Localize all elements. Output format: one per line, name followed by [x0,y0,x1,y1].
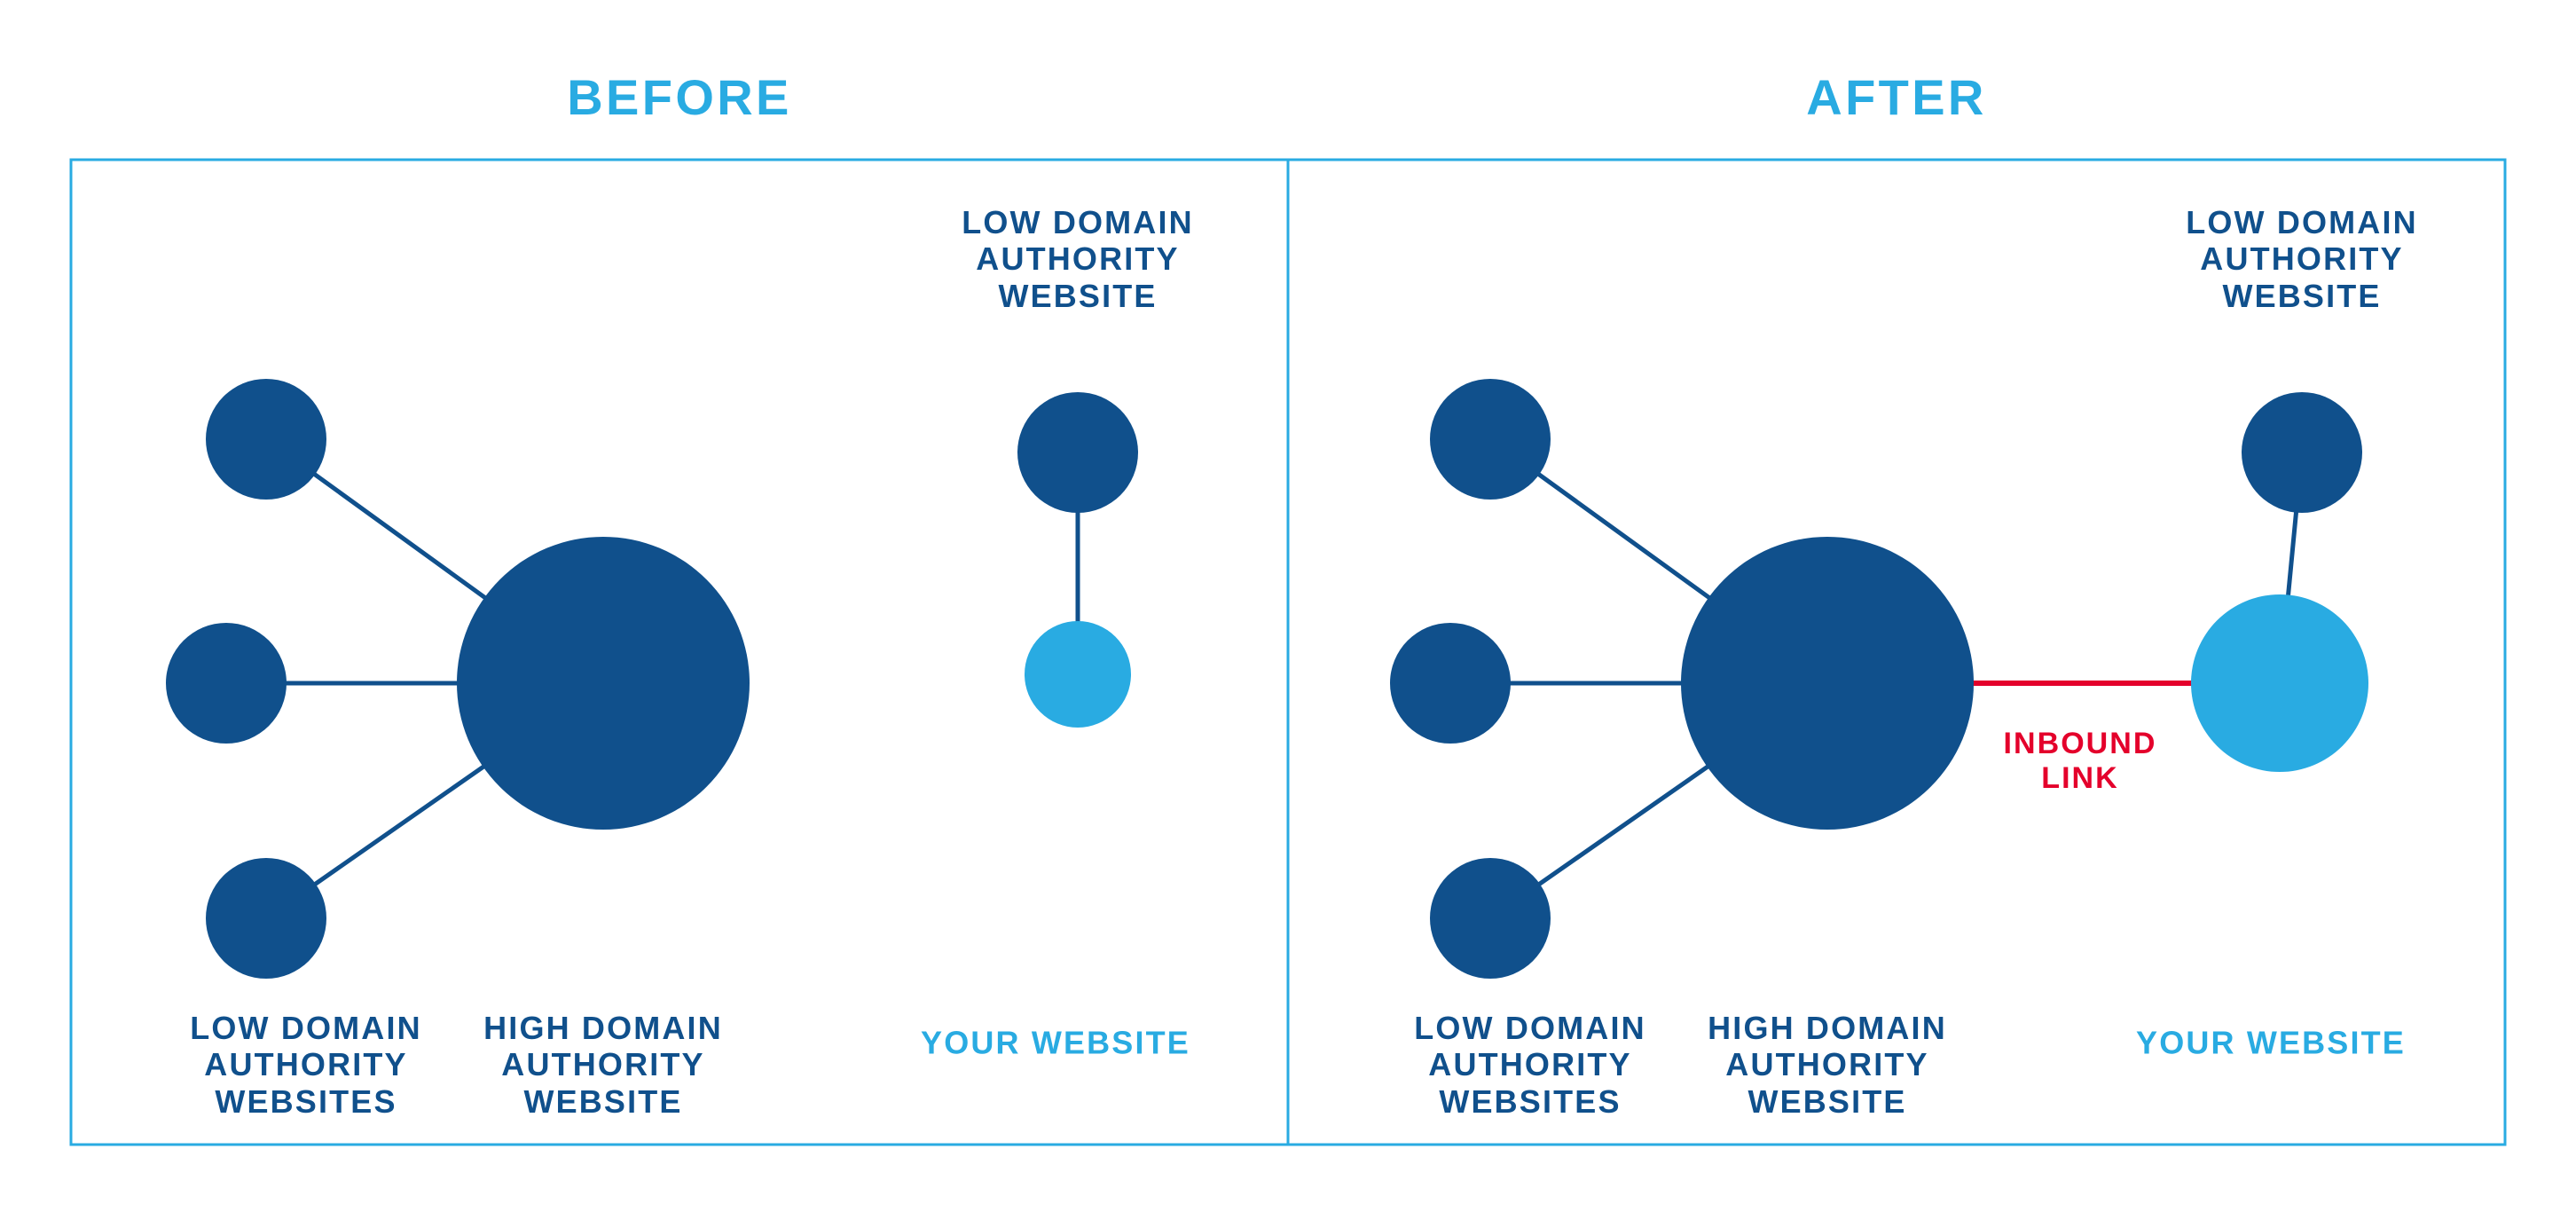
label-before-your_label: YOUR WEBSITE [921,1024,1190,1060]
label-after-high_label: HIGH DOMAIN AUTHORITY WEBSITE [1708,1010,1947,1120]
node-after-small2 [1390,623,1511,744]
diagram-root: BEFORE AFTER LOW DOMAIN AUTHORITY WEBSIT… [0,0,2576,1212]
label-after-inbound_label: INBOUND LINK [2004,727,2157,796]
label-before-top_label: LOW DOMAIN AUTHORITY WEBSITE [962,204,1194,314]
label-before-high_label: HIGH DOMAIN AUTHORITY WEBSITE [483,1010,723,1120]
label-after-low_label: LOW DOMAIN AUTHORITY WEBSITES [1414,1010,1646,1120]
node-after-small3 [1430,858,1551,979]
label-after-top_label: LOW DOMAIN AUTHORITY WEBSITE [2186,204,2418,314]
title-after: AFTER [1806,69,1986,126]
node-before-small3 [206,858,326,979]
node-before-hub [457,537,750,830]
node-after-small1 [1430,379,1551,500]
title-before: BEFORE [567,69,792,126]
node-before-your [1025,621,1131,728]
node-before-small2 [166,623,287,744]
node-before-top [1017,392,1138,513]
label-before-low_label: LOW DOMAIN AUTHORITY WEBSITES [190,1010,422,1120]
node-after-your [2191,594,2368,772]
node-after-top [2242,392,2362,513]
node-after-hub [1681,537,1974,830]
label-after-your_label: YOUR WEBSITE [2136,1024,2406,1060]
node-before-small1 [206,379,326,500]
